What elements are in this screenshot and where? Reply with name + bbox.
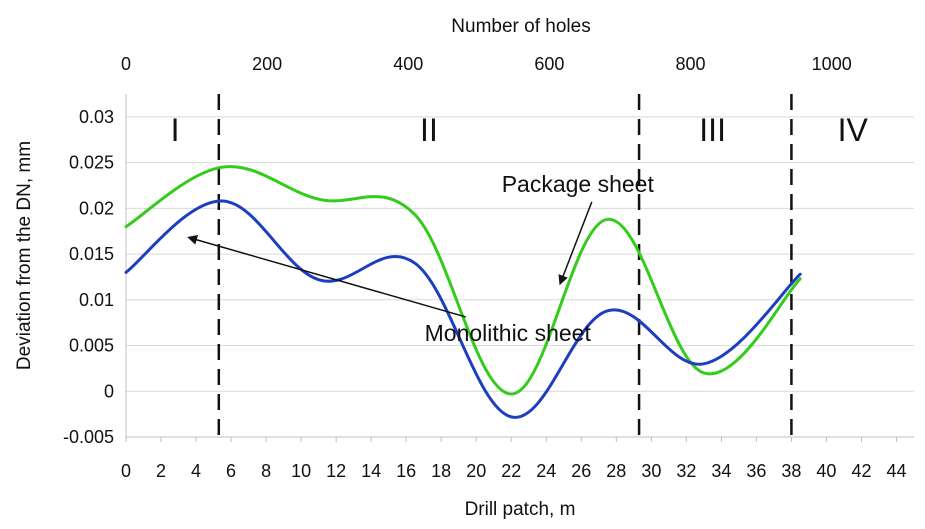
- y-tick-label: 0.005: [69, 336, 114, 356]
- annotation-layer: Package sheet Monolithic sheet: [187, 171, 655, 346]
- x-tick-label: 42: [851, 461, 871, 481]
- monolithic-sheet-line: [124, 199, 802, 419]
- x-tick-label: 36: [746, 461, 766, 481]
- y-tick-label: 0: [104, 381, 114, 401]
- y-tick-label: 0.015: [69, 244, 114, 264]
- series-layer: [124, 165, 802, 419]
- axis-layer: [125, 94, 914, 442]
- x-tick-label: 12: [326, 461, 346, 481]
- y-tick-label: -0.005: [63, 427, 114, 447]
- y-tick-label: 0.03: [79, 107, 114, 127]
- x2-tick-label: 600: [534, 54, 564, 74]
- x-tick-label: 14: [361, 461, 381, 481]
- x-tick-label: 6: [226, 461, 236, 481]
- region-label: III: [699, 112, 726, 148]
- x-tick-label: 22: [501, 461, 521, 481]
- x-tick-label: 18: [431, 461, 451, 481]
- x2-axis-title: Number of holes: [451, 16, 590, 37]
- x2-tick-label: 800: [676, 54, 706, 74]
- annotation-arrow: [558, 201, 593, 286]
- x-tick-label: 28: [606, 461, 626, 481]
- region-label: IV: [838, 112, 869, 148]
- region-boundary-layer: [217, 94, 793, 437]
- grid-layer: [126, 116, 914, 438]
- x2-tick-label: 0: [121, 54, 131, 74]
- annotation-label: Monolithic sheet: [425, 320, 592, 346]
- region-label: I: [171, 112, 180, 148]
- x-tick-label: 20: [466, 461, 486, 481]
- x-axis-title: Drill patch, m: [465, 499, 576, 520]
- x-tick-label: 26: [571, 461, 591, 481]
- x-tick-label: 30: [641, 461, 661, 481]
- x-tick-label: 38: [781, 461, 801, 481]
- x-tick-label: 8: [261, 461, 271, 481]
- x-tick-label: 40: [816, 461, 836, 481]
- x-tick-label: 32: [676, 461, 696, 481]
- x2-tick-label: 400: [393, 54, 423, 74]
- region-label: II: [420, 112, 438, 148]
- x-tick-label: 4: [191, 461, 201, 481]
- y-tick-label: 0.01: [79, 290, 114, 310]
- x-tick-label: 34: [711, 461, 731, 481]
- x-tick-label: 24: [536, 461, 556, 481]
- y-tick-label: 0.025: [69, 153, 114, 173]
- x-tick-label: 10: [291, 461, 311, 481]
- x2-tick-label: 1000: [812, 54, 852, 74]
- annotation-arrow: [187, 235, 466, 318]
- x-tick-label: 44: [886, 461, 906, 481]
- y-tick-label: 0.02: [79, 198, 114, 218]
- x2-tick-label: 200: [252, 54, 282, 74]
- x-tick-label: 2: [156, 461, 166, 481]
- y-axis-title: Deviation from the DN, mm: [14, 141, 35, 370]
- x-tick-label: 16: [396, 461, 416, 481]
- x-tick-label: 0: [121, 461, 131, 481]
- annotation-label: Package sheet: [502, 171, 655, 197]
